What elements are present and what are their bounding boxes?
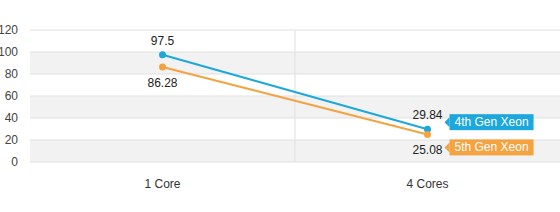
data-label: 97.5 bbox=[151, 34, 175, 48]
x-tick-label: 4 Cores bbox=[406, 177, 448, 191]
data-label: 25.08 bbox=[412, 143, 442, 157]
legend-box bbox=[450, 139, 534, 155]
chart-container: 0 20 40 60 80 100 120 1 Core 4 Cores 97.5 29.84 4th… bbox=[0, 0, 560, 212]
series-line bbox=[163, 55, 428, 129]
labels: 97.5 29.84 4th Gen Xeon 86.28 25.08 5th Gen X… bbox=[147, 34, 533, 158]
y-tick-label: 40 bbox=[5, 111, 19, 125]
x-tick-label: 1 Core bbox=[144, 177, 180, 191]
legend-label: 5th Gen Xeon bbox=[455, 140, 529, 154]
series-point bbox=[159, 51, 166, 58]
grid bbox=[30, 30, 560, 162]
y-tick-label: 100 bbox=[0, 45, 18, 59]
y-tick-label: 120 bbox=[0, 23, 18, 37]
legend-label: 4th Gen Xeon bbox=[455, 115, 529, 129]
series-line bbox=[163, 67, 428, 134]
legend-entry: 5th Gen Xeon bbox=[445, 139, 534, 155]
series-point bbox=[424, 131, 431, 138]
data-label: 86.28 bbox=[147, 76, 177, 90]
y-tick-label: 20 bbox=[5, 133, 19, 147]
legend-entry: 4th Gen Xeon bbox=[445, 114, 534, 130]
y-tick-label: 60 bbox=[5, 89, 19, 103]
marks bbox=[159, 51, 431, 138]
legend-pointer bbox=[445, 117, 450, 127]
y-tick-label: 80 bbox=[5, 67, 19, 81]
legend-box bbox=[450, 114, 534, 130]
legend-pointer bbox=[445, 142, 450, 152]
data-label: 29.84 bbox=[412, 108, 442, 122]
series-point bbox=[159, 64, 166, 71]
y-axis: 0 20 40 60 80 100 120 bbox=[0, 23, 18, 169]
y-tick-label: 0 bbox=[11, 155, 18, 169]
category-divider bbox=[295, 30, 296, 162]
x-axis: 1 Core 4 Cores bbox=[144, 177, 448, 191]
chart-svg: 0 20 40 60 80 100 120 1 Core 4 Cores 97.5 29.84 4th… bbox=[0, 0, 560, 212]
